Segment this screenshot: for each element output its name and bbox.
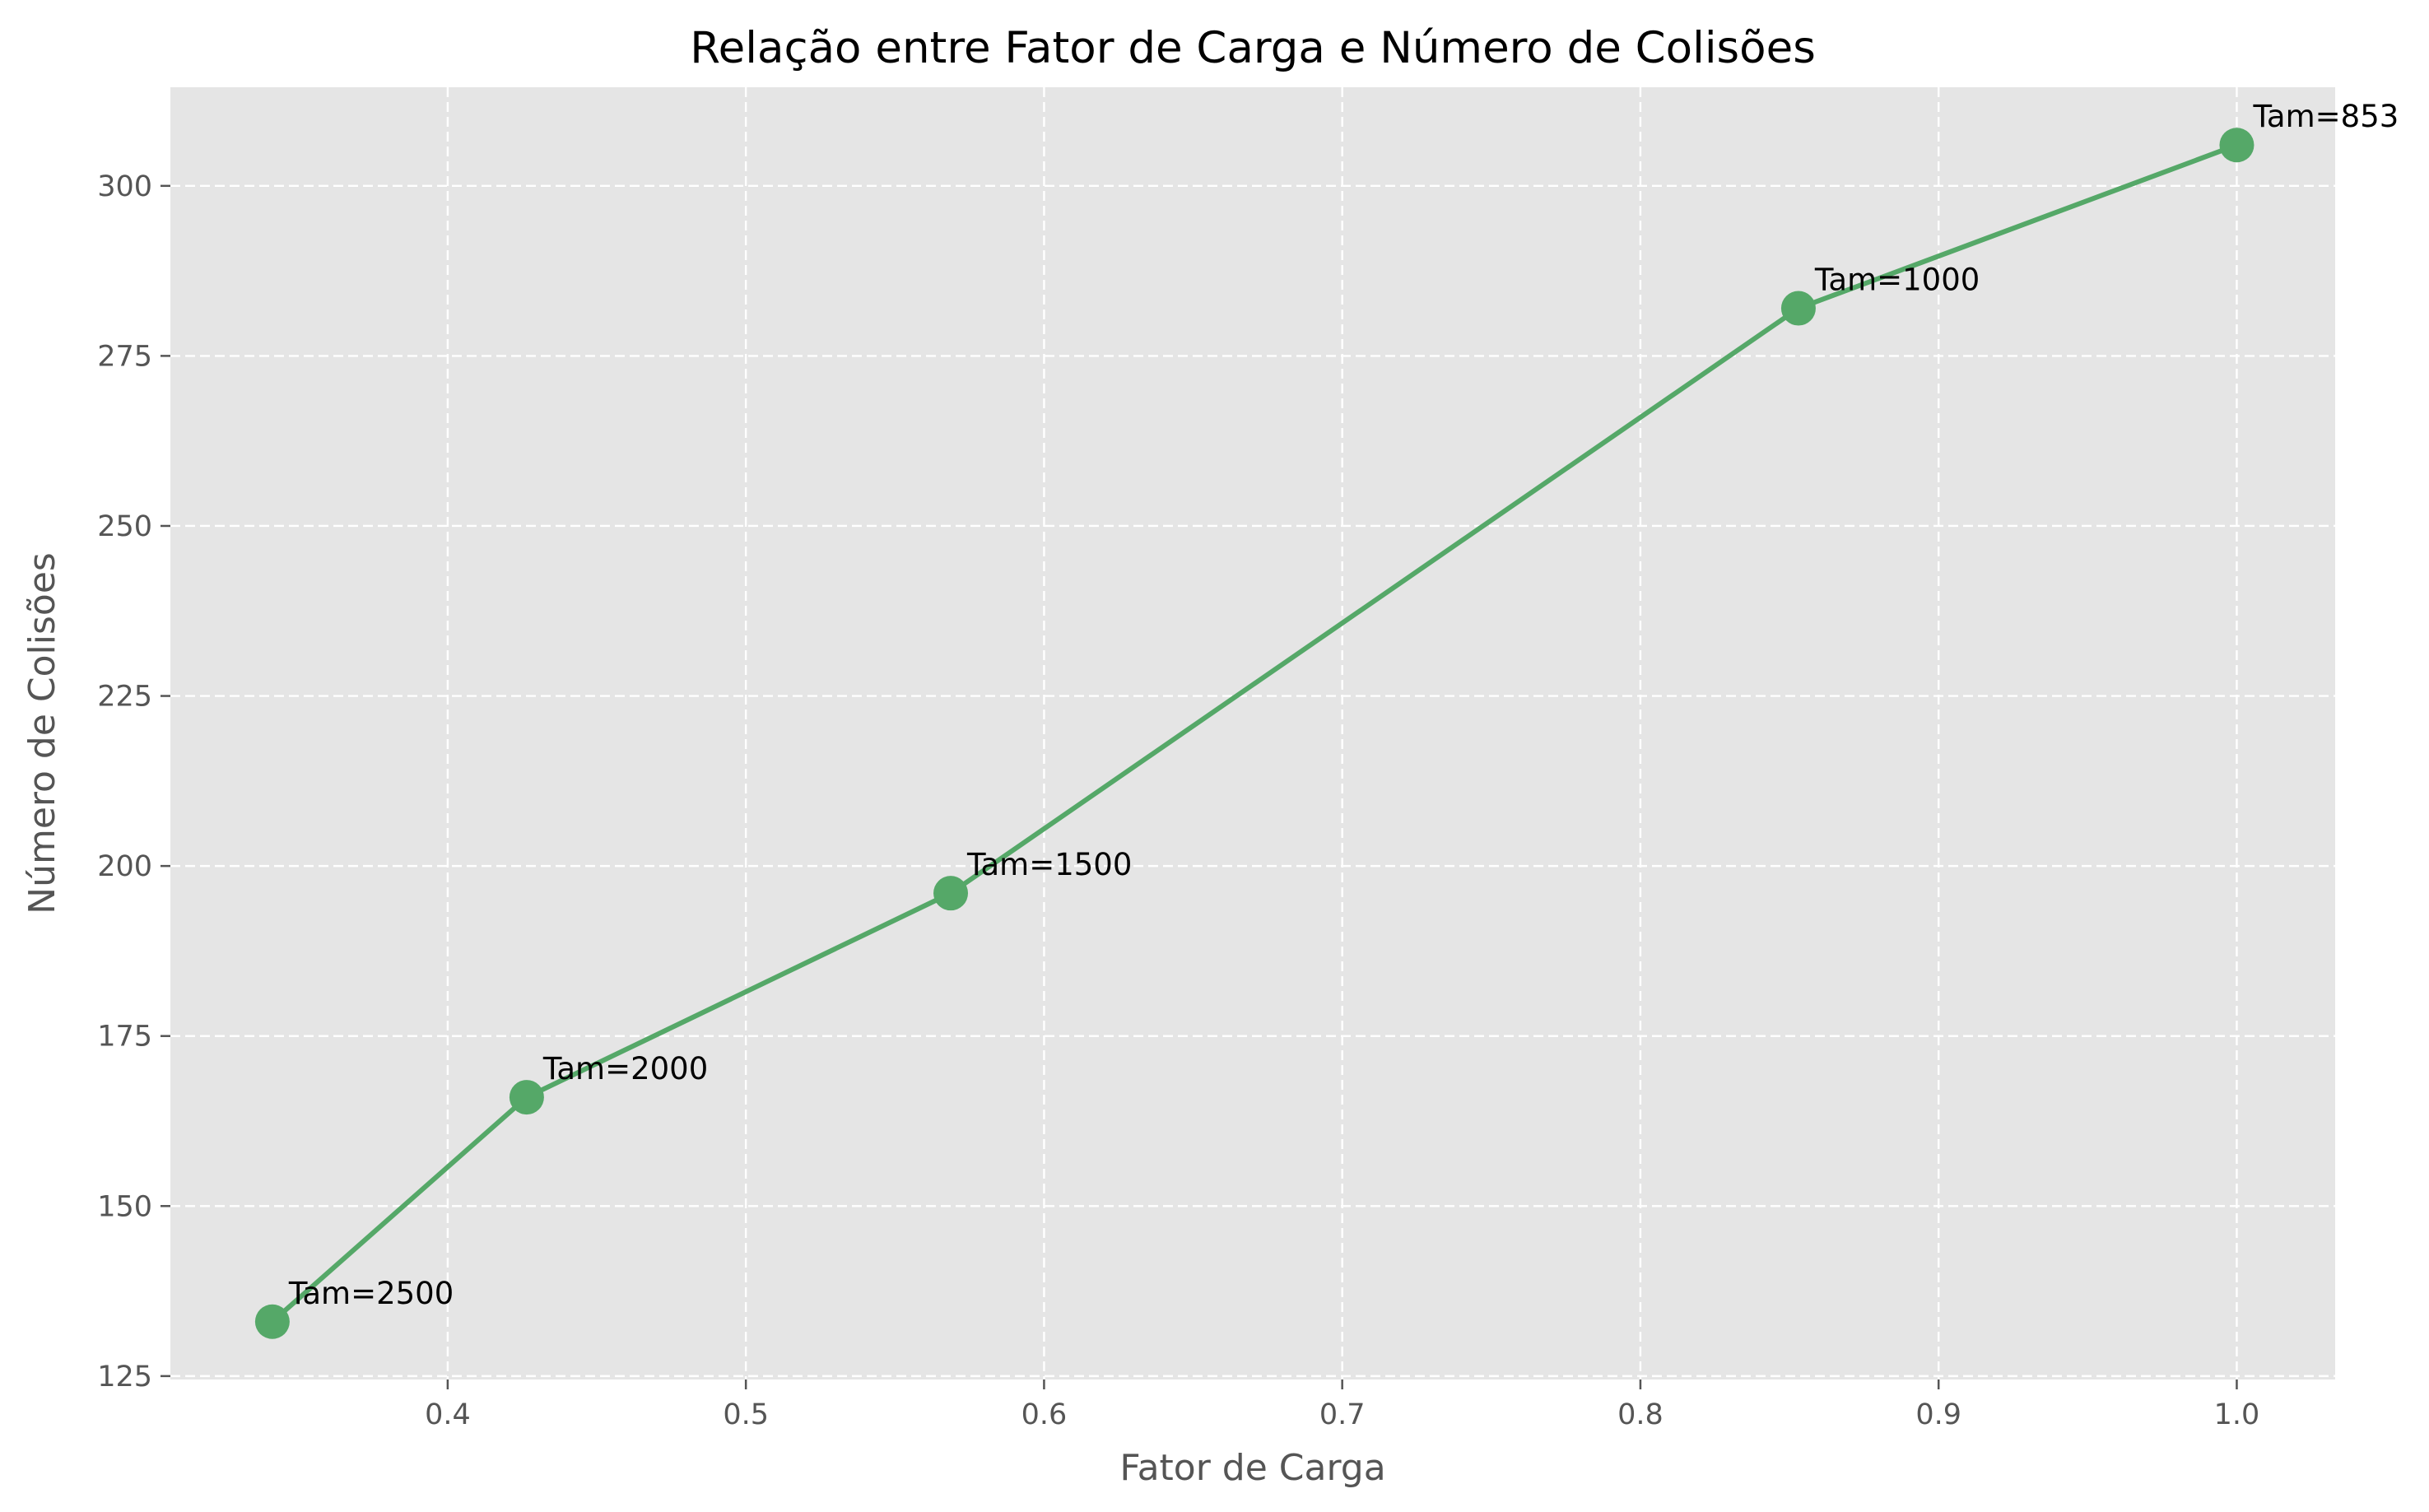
y-tick-label: 125	[97, 1361, 152, 1393]
point-label: Tam=2000	[542, 1051, 708, 1086]
grid-lines	[170, 87, 2335, 1379]
data-point	[254, 1304, 290, 1339]
data-point	[2219, 128, 2255, 163]
x-tick-label: 0.5	[723, 1398, 769, 1431]
y-tick-label: 175	[97, 1021, 152, 1054]
chart-title: Relação entre Fator de Carga e Número de…	[690, 23, 1816, 73]
y-tick-label: 200	[97, 850, 152, 883]
y-tick-label: 150	[97, 1190, 152, 1223]
point-label: Tam=853	[2252, 99, 2399, 134]
y-tick-label: 300	[97, 170, 152, 203]
point-label: Tam=1500	[966, 847, 1132, 882]
y-tick-label: 250	[97, 510, 152, 543]
data-point	[1780, 291, 1816, 326]
x-tick-label: 0.7	[1319, 1398, 1366, 1431]
x-tick-label: 0.6	[1021, 1398, 1068, 1431]
x-tick-label: 0.8	[1617, 1398, 1664, 1431]
axis-ticks: 0.4 0.5 0.6 0.7 0.8 0.9 1.0 125 150 175 200 225 250 2…	[97, 170, 2259, 1431]
y-tick-label: 275	[97, 340, 152, 373]
data-point	[933, 876, 969, 911]
point-annotations: Tam=2500 Tam=2000 Tam=1500 Tam=1000 Tam=853	[288, 99, 2399, 1311]
plot-area	[170, 87, 2335, 1379]
x-tick-label: 0.9	[1915, 1398, 1961, 1431]
x-tick-label: 1.0	[2214, 1398, 2260, 1431]
y-axis-label: Número de Colisões	[21, 552, 63, 914]
point-label: Tam=1000	[1814, 263, 1980, 298]
data-point	[509, 1080, 544, 1115]
series-layer	[254, 128, 2255, 1339]
y-tick-label: 225	[97, 681, 152, 714]
x-axis-label: Fator de Carga	[1119, 1447, 1385, 1489]
x-tick-label: 0.4	[425, 1398, 471, 1431]
point-label: Tam=2500	[288, 1276, 454, 1311]
